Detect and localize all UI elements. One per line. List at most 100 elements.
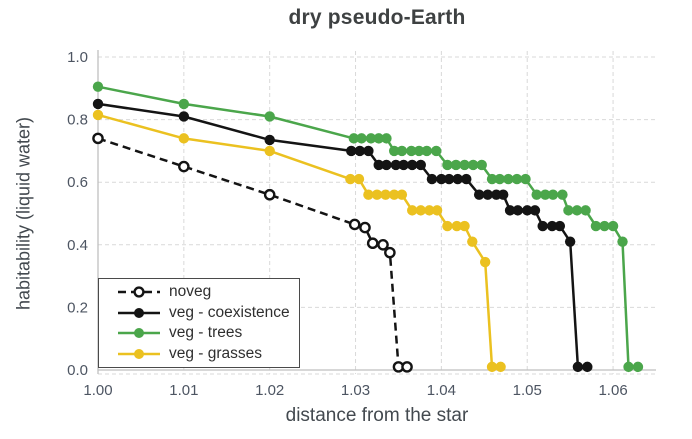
data-point-marker bbox=[363, 189, 374, 200]
data-point-marker bbox=[557, 189, 568, 200]
data-point-marker bbox=[264, 145, 275, 157]
data-point-marker bbox=[92, 81, 104, 92]
data-point-marker bbox=[554, 220, 566, 232]
data-point-marker bbox=[366, 237, 379, 250]
x-tick-label: 1.03 bbox=[341, 382, 370, 399]
data-point-marker bbox=[380, 189, 391, 200]
data-point-marker bbox=[486, 173, 498, 185]
data-point-marker bbox=[373, 159, 384, 171]
y-tick-label: 0.2 bbox=[67, 299, 88, 316]
legend-item-noveg: noveg bbox=[117, 282, 299, 302]
data-point-marker bbox=[353, 173, 365, 185]
data-point-marker bbox=[356, 133, 367, 144]
legend-line-sample bbox=[118, 307, 160, 318]
data-point-marker bbox=[264, 134, 275, 146]
data-point-marker bbox=[571, 205, 583, 216]
data-point-marker bbox=[497, 189, 509, 200]
data-point-marker bbox=[431, 145, 442, 157]
data-point-marker bbox=[178, 160, 190, 173]
data-point-marker bbox=[520, 173, 531, 185]
x-tick-label: 1.02 bbox=[255, 382, 284, 399]
data-point-marker bbox=[479, 256, 491, 268]
x-tick-label: 1.00 bbox=[83, 382, 112, 399]
data-point-marker bbox=[504, 205, 516, 216]
data-point-marker bbox=[476, 159, 487, 171]
data-point-marker bbox=[345, 173, 356, 185]
legend-line-sample bbox=[118, 286, 160, 298]
data-point-marker bbox=[406, 159, 418, 171]
data-point-marker bbox=[346, 145, 357, 157]
data-point-marker bbox=[406, 145, 417, 157]
x-tick-label: 1.06 bbox=[598, 382, 627, 399]
data-point-marker bbox=[522, 205, 533, 216]
series-veg-trees bbox=[92, 81, 644, 373]
series-veg-grasses bbox=[92, 109, 506, 373]
data-point-marker bbox=[359, 221, 371, 234]
data-point-marker bbox=[459, 220, 470, 232]
data-point-marker bbox=[540, 189, 551, 200]
data-point-marker bbox=[401, 361, 413, 373]
data-point-marker bbox=[92, 132, 104, 145]
data-point-marker bbox=[547, 189, 559, 200]
legend-label: veg - coexistence bbox=[169, 303, 290, 321]
data-point-marker bbox=[494, 173, 505, 185]
data-point-marker bbox=[531, 189, 542, 200]
data-point-marker bbox=[607, 220, 619, 232]
data-point-marker bbox=[503, 173, 514, 185]
y-tick-label: 0.6 bbox=[67, 174, 88, 191]
data-point-marker bbox=[599, 220, 610, 232]
data-point-marker bbox=[388, 145, 400, 157]
y-tick-label: 0.8 bbox=[67, 112, 88, 129]
data-point-marker bbox=[396, 145, 408, 157]
data-point-marker bbox=[467, 159, 479, 171]
data-point-marker bbox=[413, 145, 425, 157]
data-point-marker bbox=[443, 173, 455, 185]
data-point-marker bbox=[580, 205, 591, 216]
data-point-marker bbox=[511, 173, 523, 185]
data-point-marker bbox=[92, 109, 104, 121]
data-point-marker bbox=[482, 189, 493, 200]
data-point-marker bbox=[396, 189, 408, 200]
data-point-marker bbox=[617, 236, 628, 247]
data-point-marker bbox=[421, 145, 432, 157]
legend: noveg veg - coexistence veg - trees veg - g… bbox=[98, 278, 300, 368]
y-tick-label: 1.0 bbox=[67, 49, 88, 66]
data-point-marker bbox=[178, 98, 190, 110]
data-point-marker bbox=[486, 361, 498, 373]
data-point-marker bbox=[415, 159, 426, 171]
legend-item-veg-trees: veg - trees bbox=[117, 323, 299, 343]
data-point-marker bbox=[563, 205, 574, 216]
data-point-marker bbox=[442, 159, 453, 171]
series-veg-coexistence bbox=[92, 98, 593, 373]
data-point-marker bbox=[431, 205, 443, 216]
data-point-marker bbox=[348, 218, 361, 231]
data-point-marker bbox=[452, 173, 463, 185]
data-point-marker bbox=[377, 238, 389, 251]
data-point-marker bbox=[512, 205, 523, 216]
data-point-marker bbox=[381, 133, 392, 144]
data-point-marker bbox=[632, 361, 644, 373]
data-point-marker bbox=[363, 145, 374, 157]
data-point-marker bbox=[461, 173, 472, 185]
data-point-marker bbox=[373, 133, 384, 144]
data-point-marker bbox=[365, 133, 377, 144]
x-axis-label: distance from the star bbox=[285, 405, 469, 426]
data-point-marker bbox=[263, 188, 276, 201]
data-point-marker bbox=[92, 98, 104, 110]
data-point-marker bbox=[178, 111, 190, 122]
data-point-marker bbox=[459, 159, 470, 171]
y-tick-label: 0.0 bbox=[67, 362, 88, 379]
data-point-marker bbox=[572, 361, 584, 373]
data-point-marker bbox=[537, 220, 548, 232]
data-point-marker bbox=[178, 133, 190, 144]
data-point-marker bbox=[473, 189, 485, 200]
legend-item-veg-grasses: veg - grasses bbox=[117, 344, 299, 364]
data-point-marker bbox=[564, 236, 576, 247]
data-point-marker bbox=[388, 189, 400, 200]
data-point-marker bbox=[529, 205, 541, 216]
data-point-marker bbox=[381, 159, 392, 171]
data-point-marker bbox=[406, 205, 418, 216]
series-noveg bbox=[92, 132, 413, 373]
